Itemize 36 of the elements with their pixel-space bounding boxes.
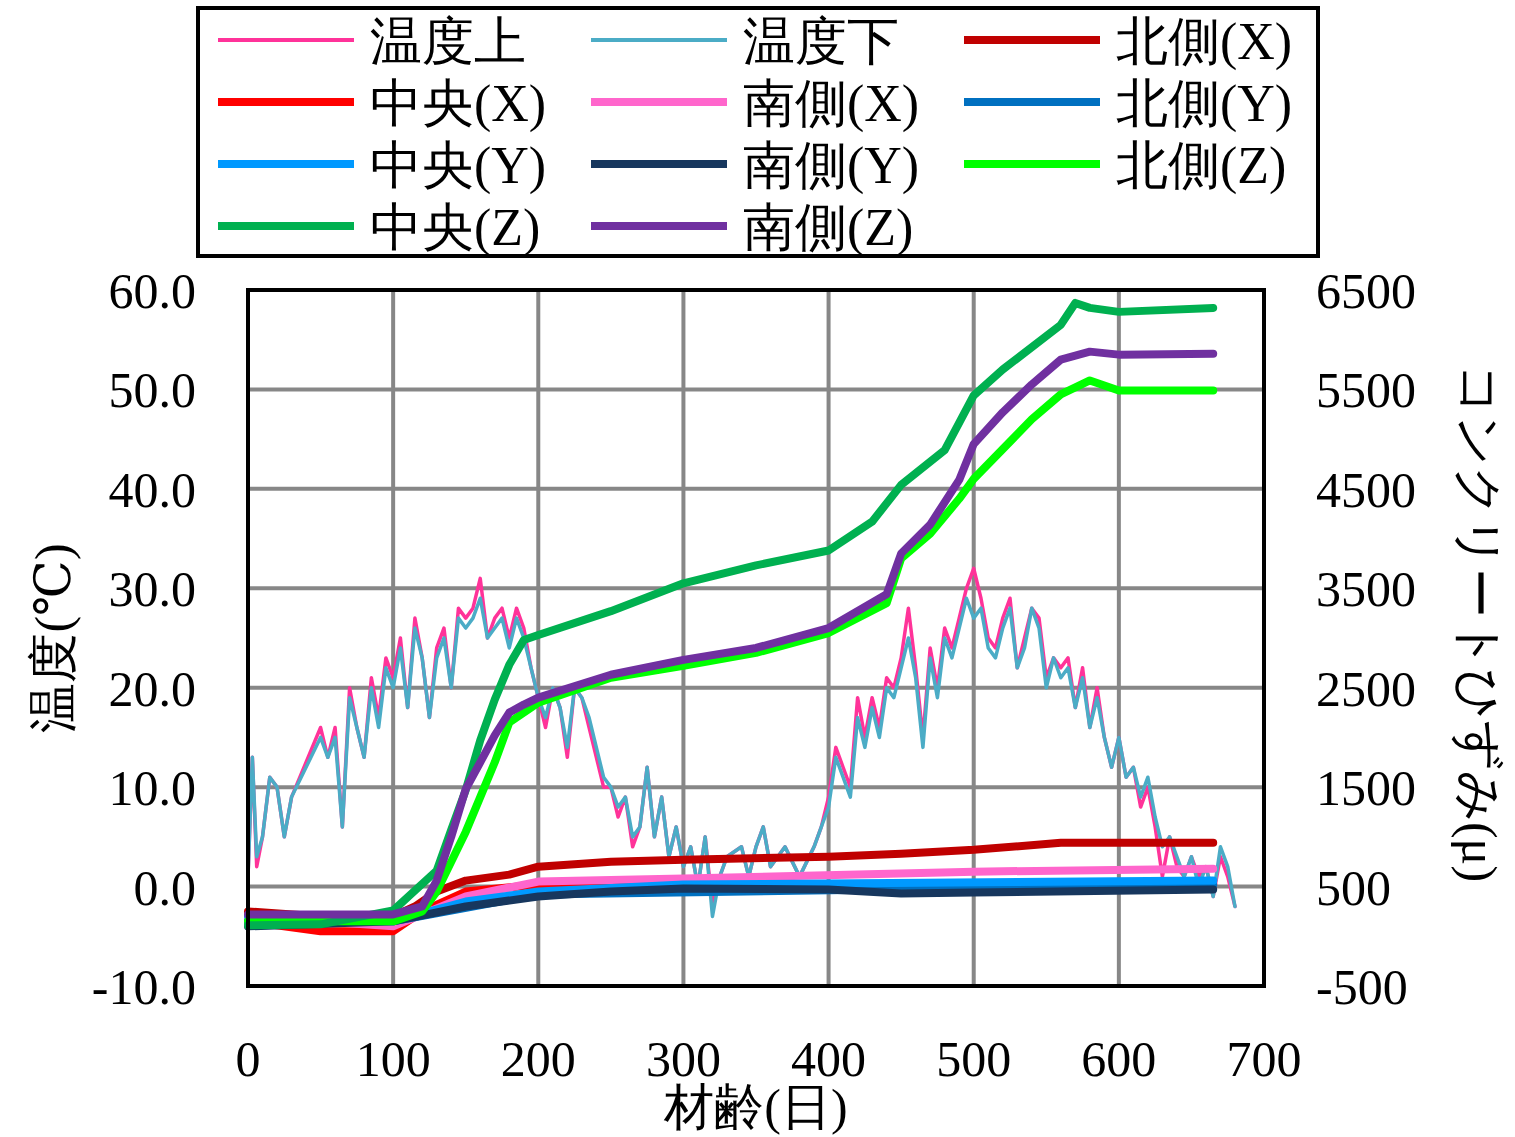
legend-label: 北側(Y) xyxy=(1116,75,1293,133)
y2-tick-label: -500 xyxy=(1316,959,1408,1015)
y-tick-label: -10.0 xyxy=(91,959,196,1015)
y2-tick-label: 6500 xyxy=(1316,263,1416,319)
y2-tick-label: 2500 xyxy=(1316,660,1416,717)
y2-axis-title: コンクリートひずみ(μ) xyxy=(1451,363,1507,883)
legend-label: 南側(Y) xyxy=(743,137,920,195)
y-tick-label: 20.0 xyxy=(108,660,196,717)
y-tick-label: 50.0 xyxy=(108,362,196,419)
y2-tick-label: 5500 xyxy=(1316,362,1416,419)
legend-label: 中央(Z) xyxy=(370,199,541,257)
y-tick-label: 60.0 xyxy=(108,263,196,319)
x-tick-label: 100 xyxy=(355,1031,431,1087)
legend-label: 中央(X) xyxy=(370,75,547,133)
legend-label: 南側(X) xyxy=(743,75,920,133)
x-tick-label: 0 xyxy=(235,1031,261,1087)
legend-label: 温度下 xyxy=(743,13,899,70)
y-tick-label: 30.0 xyxy=(108,561,196,618)
y2-tick-label: 4500 xyxy=(1316,461,1416,518)
y2-tick-label: 1500 xyxy=(1316,760,1416,817)
y-tick-label: 0.0 xyxy=(133,859,196,916)
x-tick-label: 700 xyxy=(1226,1031,1302,1087)
y2-tick-label: 3500 xyxy=(1316,561,1416,618)
legend-label: 北側(Z) xyxy=(1116,137,1287,195)
legend-label: 中央(Y) xyxy=(370,137,547,195)
x-tick-label: 200 xyxy=(500,1031,576,1087)
legend-label: 南側(Z) xyxy=(743,199,914,257)
legend-label: 温度上 xyxy=(370,13,526,70)
y-tick-label: 40.0 xyxy=(108,461,196,518)
y2-tick-label: 500 xyxy=(1316,859,1391,916)
x-tick-label: 600 xyxy=(1081,1031,1157,1087)
y-tick-label: 10.0 xyxy=(108,760,196,817)
x-tick-label: 500 xyxy=(936,1031,1012,1087)
legend-label: 北側(X) xyxy=(1116,13,1293,71)
x-tick-label: 400 xyxy=(791,1031,867,1087)
y-axis-title: 温度(℃) xyxy=(25,543,81,733)
